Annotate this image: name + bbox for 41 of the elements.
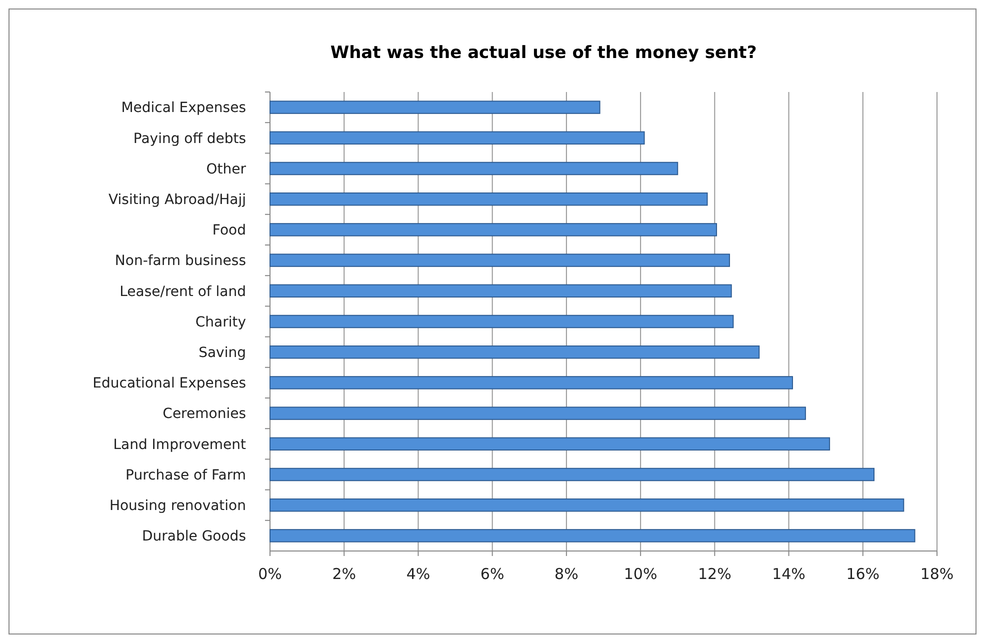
y-tick-label: Paying off debts bbox=[133, 130, 246, 147]
x-tick-label: 16% bbox=[846, 565, 880, 583]
x-tick-label: 0% bbox=[258, 565, 282, 583]
bar bbox=[270, 162, 678, 176]
x-tick-label: 6% bbox=[480, 565, 504, 583]
y-tick-label: Lease/rent of land bbox=[120, 284, 246, 300]
bar bbox=[270, 100, 600, 114]
y-tick-label: Visiting Abroad/Hajj bbox=[108, 192, 246, 208]
bar bbox=[270, 192, 708, 206]
y-tick-label: Land Improvement bbox=[113, 436, 246, 453]
y-tick-label: Durable Goods bbox=[142, 528, 246, 545]
bar bbox=[270, 529, 916, 542]
bar bbox=[270, 468, 875, 482]
bar bbox=[270, 345, 760, 359]
y-tick-label: Purchase of Farm bbox=[126, 467, 246, 484]
x-tick-label: 18% bbox=[920, 565, 954, 583]
x-tick-label: 2% bbox=[332, 565, 356, 583]
y-tick-label: Housing renovation bbox=[109, 498, 246, 514]
x-tick-label: 12% bbox=[698, 565, 732, 583]
bar bbox=[270, 223, 718, 236]
y-tick-label: Medical Expenses bbox=[121, 100, 246, 116]
y-tick-label: Non-farm business bbox=[114, 253, 246, 270]
y-tick-label: Educational Expenses bbox=[92, 376, 246, 392]
bar bbox=[270, 254, 730, 267]
bar bbox=[270, 406, 806, 420]
chart-title: What was the actual use of the money sent? bbox=[330, 43, 757, 63]
bar bbox=[270, 284, 732, 298]
bar bbox=[270, 376, 793, 390]
y-tick-label: Saving bbox=[198, 345, 246, 361]
x-tick-label: 14% bbox=[772, 565, 806, 583]
y-tick-label: Charity bbox=[195, 314, 246, 330]
x-tick-label: 10% bbox=[624, 565, 658, 583]
x-tick-label: 4% bbox=[406, 565, 430, 583]
bar bbox=[270, 314, 734, 328]
bar bbox=[270, 131, 645, 145]
bar bbox=[270, 437, 830, 451]
x-tick-label: 8% bbox=[554, 565, 578, 583]
bar bbox=[270, 498, 904, 512]
y-tick-label: Food bbox=[212, 222, 246, 239]
y-tick-label: Other bbox=[206, 161, 246, 178]
y-tick-label: Ceremonies bbox=[162, 406, 246, 422]
